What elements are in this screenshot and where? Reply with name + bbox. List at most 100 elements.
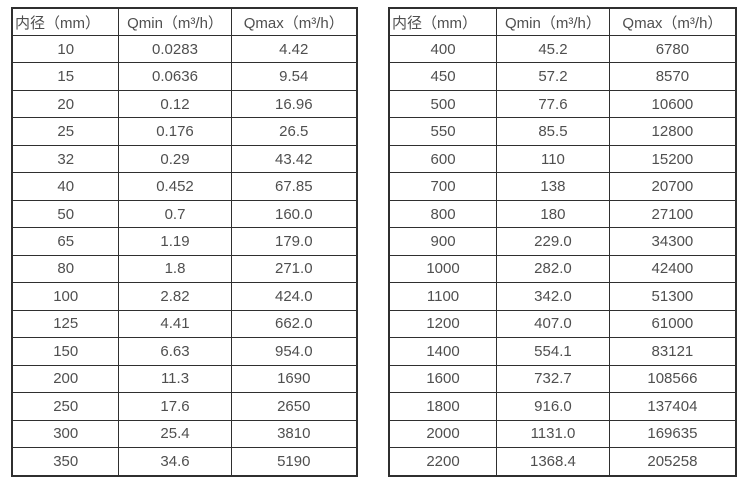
table-cell: 2000 [388,419,498,449]
table-row: 1600 732.7 108566 [388,364,737,394]
table-cell: 1.8 [118,254,232,284]
table-cell: 16.96 [230,89,358,119]
table-row: 65 1.19 179.0 [11,227,358,256]
table-row: 1400 554.1 83121 [388,337,737,366]
table-cell: 85.5 [496,117,610,146]
table-cell: 42400 [608,254,737,284]
table-cell: 205258 [608,447,737,477]
table-cell: 45.2 [496,34,610,64]
table-cell: 282.0 [496,254,610,284]
column-header: Qmin（m³/h） [496,7,610,36]
table-row: 1000 282.0 42400 [388,254,737,284]
table-cell: 80 [11,254,120,284]
table-cell: 1600 [388,364,498,394]
table-cell: 0.452 [118,172,232,201]
table-cell: 662.0 [230,309,358,339]
table-cell: 916.0 [496,392,610,421]
table-cell: 160.0 [230,199,358,229]
table-cell: 10600 [608,89,737,119]
table-cell: 1368.4 [496,447,610,477]
table-cell: 350 [11,447,120,477]
table-cell: 15 [11,62,120,91]
table-row: 350 34.6 5190 [11,447,358,477]
table-cell: 0.0283 [118,34,232,64]
table-row: 40 0.452 67.85 [11,172,358,201]
table-cell: 600 [388,144,498,174]
table-cell: 342.0 [496,282,610,311]
table-row: 900 229.0 34300 [388,227,737,256]
table-cell: 200 [11,364,120,394]
column-header: Qmax（m³/h） [230,7,358,36]
table-row: 20 0.12 16.96 [11,89,358,119]
table-cell: 954.0 [230,337,358,366]
table-cell: 8570 [608,62,737,91]
table-cell: 83121 [608,337,737,366]
table-cell: 12800 [608,117,737,146]
table-cell: 43.42 [230,144,358,174]
table-row: 15 0.0636 9.54 [11,62,358,91]
table-row: 800 180 27100 [388,199,737,229]
table-cell: 180 [496,199,610,229]
table-row: 25 0.176 26.5 [11,117,358,146]
table-row: 200 11.3 1690 [11,364,358,394]
table-cell: 1400 [388,337,498,366]
table-cell: 4.41 [118,309,232,339]
table-cell: 550 [388,117,498,146]
table-cell: 300 [11,419,120,449]
table-cell: 138 [496,172,610,201]
table-cell: 2.82 [118,282,232,311]
table-cell: 0.29 [118,144,232,174]
table-row: 250 17.6 2650 [11,392,358,421]
table-cell: 26.5 [230,117,358,146]
table-cell: 61000 [608,309,737,339]
table-cell: 40 [11,172,120,201]
table-cell: 0.0636 [118,62,232,91]
table-row: 500 77.6 10600 [388,89,737,119]
table-cell: 3810 [230,419,358,449]
table-row: 150 6.63 954.0 [11,337,358,366]
table-cell: 450 [388,62,498,91]
table-cell: 20 [11,89,120,119]
table-cell: 250 [11,392,120,421]
header-row: 内径（mm） Qmin（m³/h） Qmax（m³/h） [388,7,737,36]
table-row: 2000 1131.0 169635 [388,419,737,449]
table-cell: 229.0 [496,227,610,256]
flow-range-table-large-diameters: 内径（mm） Qmin（m³/h） Qmax（m³/h） 400 45.2 6780 450… [388,7,737,477]
table-cell: 57.2 [496,62,610,91]
table-row: 10 0.0283 4.42 [11,34,358,64]
table-cell: 1131.0 [496,419,610,449]
table-cell: 1.19 [118,227,232,256]
table-row: 300 25.4 3810 [11,419,358,449]
table-row: 550 85.5 12800 [388,117,737,146]
table-cell: 6780 [608,34,737,64]
table-cell: 0.12 [118,89,232,119]
table-cell: 25 [11,117,120,146]
table-row: 32 0.29 43.42 [11,144,358,174]
column-header: Qmax（m³/h） [608,7,737,36]
table-row: 1100 342.0 51300 [388,282,737,311]
table-cell: 9.54 [230,62,358,91]
table-row: 700 138 20700 [388,172,737,201]
table-row: 600 110 15200 [388,144,737,174]
table-cell: 0.176 [118,117,232,146]
table-cell: 400 [388,34,498,64]
table-cell: 407.0 [496,309,610,339]
table-cell: 1100 [388,282,498,311]
column-header: Qmin（m³/h） [118,7,232,36]
table-cell: 34.6 [118,447,232,477]
table-cell: 2650 [230,392,358,421]
column-header: 内径（mm） [388,7,498,36]
table-cell: 137404 [608,392,737,421]
table-cell: 150 [11,337,120,366]
header-row: 内径（mm） Qmin（m³/h） Qmax（m³/h） [11,7,358,36]
table-cell: 500 [388,89,498,119]
table-cell: 1200 [388,309,498,339]
table-cell: 2200 [388,447,498,477]
table-cell: 271.0 [230,254,358,284]
table-cell: 110 [496,144,610,174]
table-row: 1200 407.0 61000 [388,309,737,339]
table-cell: 700 [388,172,498,201]
table-cell: 15200 [608,144,737,174]
table-cell: 424.0 [230,282,358,311]
